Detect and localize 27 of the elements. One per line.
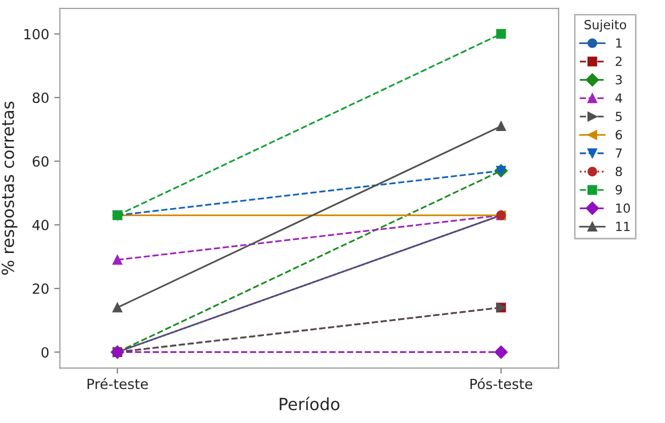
x-axis-title: Período [280, 396, 340, 410]
point [494, 346, 508, 359]
y-tick-label: 80 [32, 92, 49, 104]
x-tick-label: Pré-teste [88, 378, 148, 390]
point [112, 254, 122, 265]
legend-label: 7 [616, 148, 622, 158]
y-tick-label: 100 [24, 28, 49, 40]
legend-label: 6 [616, 130, 622, 140]
legend-label: 11 [616, 222, 630, 232]
y-tick-label: 0 [42, 347, 49, 358]
legend-title: Sujeito [584, 20, 626, 32]
x-tick-label: Pós-teste [470, 378, 532, 390]
y-axis-title: % respostas corretas [2, 102, 18, 275]
point [112, 302, 122, 312]
y-tick-label: 20 [32, 283, 49, 294]
legend-label: 2 [616, 56, 622, 66]
legend-label: 1 [616, 38, 622, 48]
point [496, 29, 506, 39]
y-tick-label: 60 [32, 156, 49, 167]
legend-label: 8 [616, 166, 622, 176]
legend-label: 4 [615, 93, 622, 103]
legend-label: 10 [616, 203, 630, 213]
legend-label: 3 [616, 74, 622, 84]
y-tick-label: 40 [32, 220, 49, 230]
legend-label: 9 [616, 185, 622, 195]
point [496, 121, 506, 132]
legend-label: 5 [616, 112, 622, 122]
